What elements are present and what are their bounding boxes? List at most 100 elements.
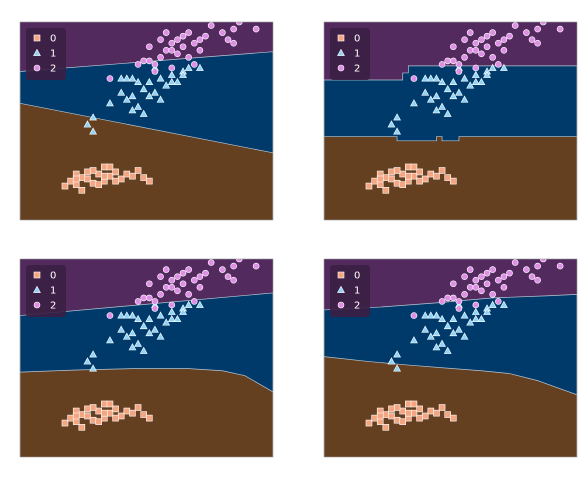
point-class-0 [421,412,429,420]
point-class-1 [432,343,441,351]
point-class-2 [472,46,480,54]
panel-2: 0 1 2 [323,21,578,221]
point-class-0 [410,409,418,417]
point-class-1 [106,336,114,344]
point-class-0 [376,418,384,425]
point-class-1 [117,325,126,333]
point-class-1 [443,109,452,117]
point-class-1 [145,314,154,323]
point-class-2 [134,61,142,68]
point-class-2 [461,273,468,280]
point-class-1 [443,321,452,330]
point-class-1 [128,92,137,100]
point-class-2 [523,266,530,273]
point-class-0 [416,168,423,176]
point-class-2 [196,273,204,280]
point-class-2 [483,269,491,277]
point-class-0 [95,181,103,188]
point-class-2 [190,276,198,284]
point-class-0 [382,174,390,181]
point-class-1 [455,325,463,333]
point-class-2 [466,283,474,291]
point-class-1 [139,109,148,117]
point-class-1 [122,332,131,340]
point-class-1 [438,77,446,86]
point-class-2 [140,57,147,65]
point-class-2 [242,252,248,258]
point-class-1 [421,311,430,319]
point-class-2 [157,36,164,43]
point-class-2 [162,29,170,36]
point-class-1 [134,339,142,347]
point-class-0 [117,175,125,183]
point-class-1 [393,350,401,358]
point-class-2 [455,68,463,75]
point-class-0 [405,400,412,408]
point-class-2 [207,259,215,266]
point-class-2 [472,39,480,47]
point-class-1 [387,357,396,365]
point-class-1 [443,84,452,93]
point-class-2 [455,298,463,305]
point-class-1 [117,88,126,96]
point-class-0 [140,411,147,418]
legend-label-1: 1 [354,286,360,297]
point-class-2 [162,283,170,291]
point-class-2 [455,305,463,312]
point-class-0 [78,411,86,418]
point-class-2 [146,57,153,65]
point-class-1 [438,102,446,110]
point-class-2 [511,22,519,29]
point-class-2 [534,262,541,270]
point-class-1 [151,88,159,96]
point-class-1 [432,106,441,114]
point-class-0 [399,170,407,178]
point-class-1 [117,74,126,82]
point-class-2 [179,269,187,277]
legend-label-0: 0 [50,34,56,45]
point-class-0 [399,181,407,188]
point-class-1 [460,74,469,82]
point-class-2 [466,266,474,273]
point-class-0 [67,414,74,422]
point-class-1 [460,95,469,103]
point-class-2 [494,39,502,47]
point-class-2 [185,29,192,36]
point-class-0 [89,404,97,411]
point-class-2 [523,29,530,36]
point-class-2 [252,262,260,270]
point-class-1 [162,81,171,89]
point-class-2 [483,280,491,288]
point-class-0 [405,409,412,417]
point-class-0 [134,167,142,174]
point-class-2 [461,36,468,43]
point-class-0 [371,414,378,422]
point-class-2 [472,276,480,284]
point-class-2 [500,283,508,291]
point-class-2 [106,75,114,82]
point-class-1 [393,364,401,372]
point-class-0 [117,412,125,420]
point-class-2 [461,291,468,298]
point-class-2 [146,294,153,302]
point-class-2 [202,269,209,277]
point-class-2 [489,29,496,36]
point-class-1 [122,95,131,103]
point-class-1 [466,81,475,89]
point-class-0 [450,177,457,185]
point-class-2 [410,312,418,319]
legend-marker-0 [337,271,345,279]
axes-frame [323,21,578,221]
plot-area [324,259,577,457]
plot-area [20,22,273,220]
point-class-1 [500,300,508,308]
point-class-0 [95,170,103,178]
point-class-1 [184,300,193,308]
point-class-2 [472,64,480,72]
point-class-2 [185,266,192,273]
point-class-1 [179,70,187,78]
point-class-2 [146,43,153,51]
point-class-1 [122,311,131,319]
point-class-0 [101,163,108,171]
point-class-1 [89,127,97,135]
